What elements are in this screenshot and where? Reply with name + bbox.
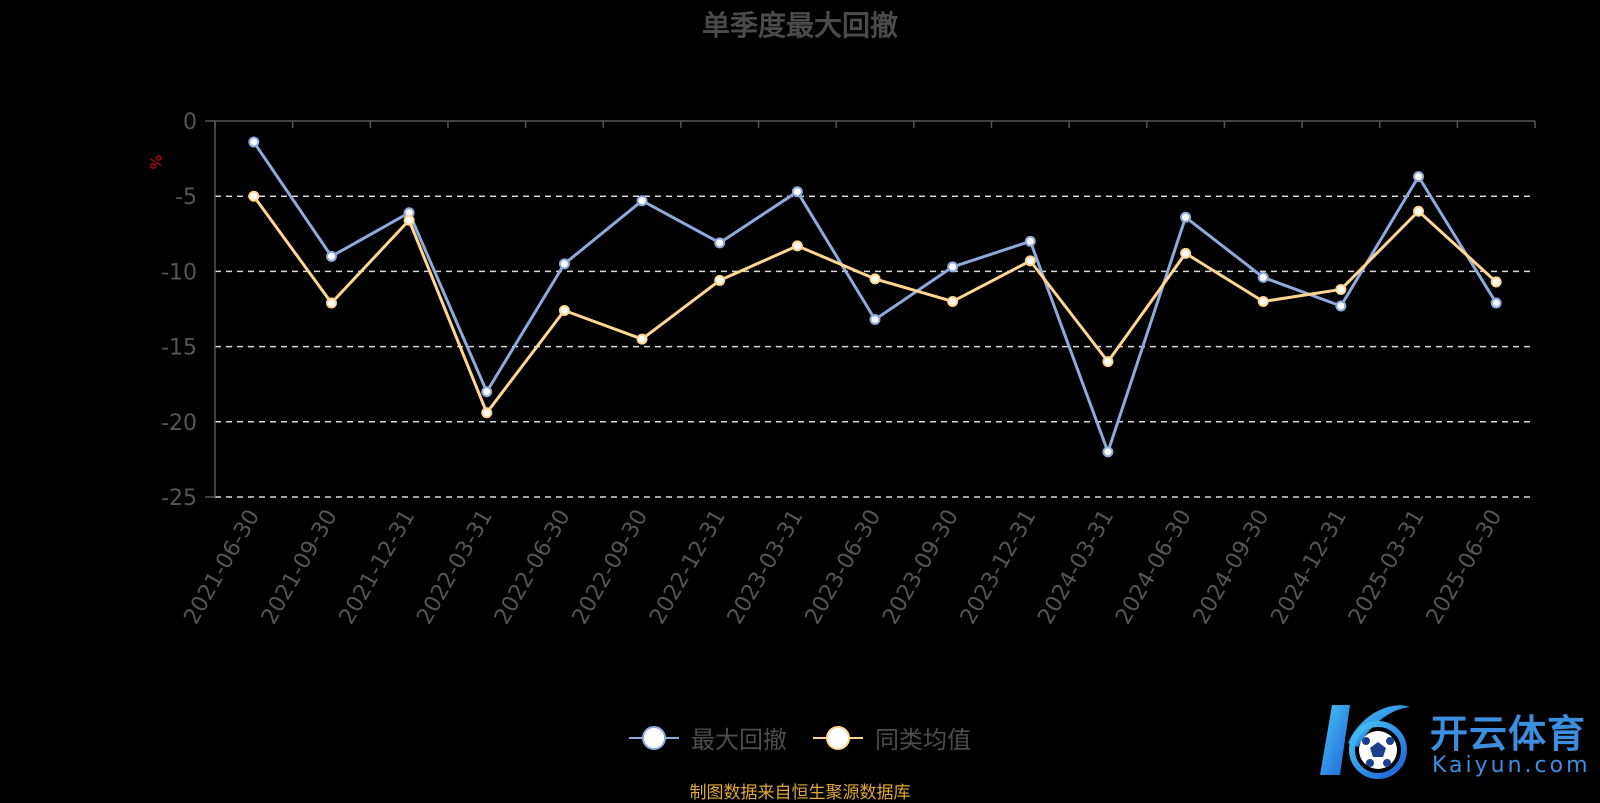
axes: 0 -5 -10 -15 -20 -25% 2021-06-302021-09-302021…	[146, 110, 1536, 629]
data-point[interactable]	[1257, 271, 1269, 283]
data-point[interactable]	[714, 274, 726, 286]
data-point[interactable]	[1024, 255, 1036, 267]
data-point[interactable]	[1102, 356, 1114, 368]
soccer-ball-logo-icon	[1320, 705, 1410, 779]
data-point[interactable]	[248, 136, 260, 148]
x-tick-label: 2022-09-30	[568, 506, 654, 629]
legend-item-peer-average[interactable]: 同类均值	[813, 720, 971, 755]
data-point[interactable]	[325, 297, 337, 309]
data-point[interactable]	[1490, 297, 1502, 309]
data-point[interactable]	[1413, 171, 1425, 183]
y-tick-label: -5	[175, 185, 197, 210]
data-point[interactable]	[791, 186, 803, 198]
legend-swatch-peer-average	[813, 725, 863, 750]
data-point[interactable]	[481, 407, 493, 419]
data-point[interactable]	[1180, 247, 1192, 259]
x-tick-label: 2021-09-30	[257, 506, 343, 629]
x-tick-label: 2024-06-30	[1111, 506, 1197, 629]
data-point[interactable]	[481, 386, 493, 398]
data-point[interactable]	[1024, 235, 1036, 247]
series-group	[248, 136, 1502, 458]
x-tick-label: 2024-09-30	[1189, 506, 1275, 629]
data-point[interactable]	[403, 214, 415, 226]
legend-swatch-max-drawdown	[629, 725, 679, 750]
source-note: 制图数据来自恒生聚源数据库	[689, 783, 911, 803]
data-point[interactable]	[947, 261, 959, 273]
data-point[interactable]	[791, 240, 803, 252]
data-point[interactable]	[869, 273, 881, 285]
y-tick-label: -10	[161, 260, 197, 285]
chart-title: 单季度最大回撤	[701, 9, 898, 42]
data-point[interactable]	[1490, 276, 1502, 288]
data-point[interactable]	[1257, 295, 1269, 307]
data-point[interactable]	[947, 295, 959, 307]
y-tick-label: -20	[161, 411, 197, 436]
x-tick-label: 2021-06-30	[179, 506, 265, 629]
data-point[interactable]	[636, 333, 648, 345]
watermark-cn: 开云体育	[1430, 712, 1587, 756]
y-axis-label: %	[146, 154, 165, 169]
data-point[interactable]	[1335, 283, 1347, 295]
data-point[interactable]	[1335, 300, 1347, 312]
x-tick-label: 2022-12-31	[645, 506, 731, 629]
x-tick-label: 2025-06-30	[1422, 506, 1508, 629]
x-tick-label: 2024-03-31	[1034, 506, 1120, 629]
data-point[interactable]	[1180, 211, 1192, 223]
y-tick-label: -15	[161, 336, 197, 361]
data-point[interactable]	[636, 195, 648, 207]
x-tick-label: 2024-12-31	[1266, 506, 1352, 629]
data-point[interactable]	[558, 305, 570, 317]
x-tick-label: 2025-03-31	[1344, 506, 1430, 629]
grid-lines	[215, 195, 1535, 498]
data-point[interactable]	[1102, 446, 1114, 458]
legend-label-peer-average: 同类均值	[875, 726, 971, 754]
legend: 最大回撤 同类均值	[0, 720, 1600, 755]
watermark-logo: 开云体育 Kaiyun.com	[1310, 695, 1590, 790]
series-line-1	[252, 195, 1498, 415]
data-point[interactable]	[869, 314, 881, 326]
x-tick-label: 2021-12-31	[335, 506, 421, 629]
x-tick-label: 2023-03-31	[723, 506, 809, 629]
x-tick-label: 2022-03-31	[412, 506, 498, 629]
x-tick-label: 2023-09-30	[878, 505, 964, 628]
watermark-en: Kaiyun.com	[1432, 753, 1591, 778]
x-tick-label: 2023-06-30	[801, 506, 887, 629]
data-point[interactable]	[558, 258, 570, 270]
legend-item-max-drawdown[interactable]: 最大回撤	[629, 720, 787, 755]
legend-label-max-drawdown: 最大回撤	[691, 726, 787, 754]
x-tick-label: 2022-06-30	[490, 506, 576, 629]
x-tick-label: 2023-12-31	[956, 506, 1042, 629]
data-point[interactable]	[1413, 205, 1425, 217]
data-point[interactable]	[248, 190, 260, 202]
line-chart: 0 -5 -10 -15 -20 -25% 2021-06-302021-09-302021…	[146, 110, 1536, 629]
y-tick-label: -25	[161, 486, 197, 511]
data-point[interactable]	[325, 250, 337, 262]
y-tick-label: 0	[183, 110, 197, 135]
data-point[interactable]	[714, 237, 726, 249]
